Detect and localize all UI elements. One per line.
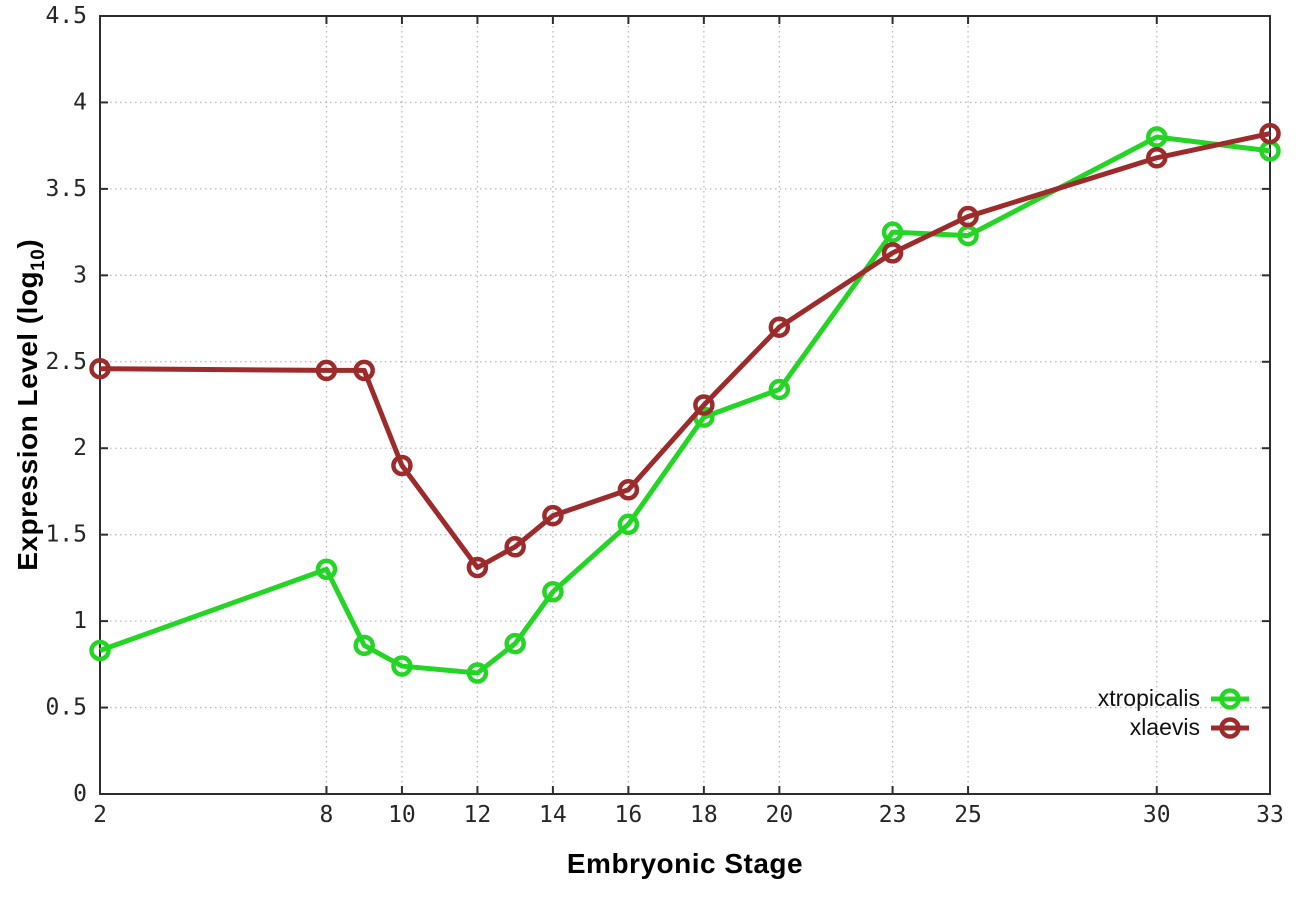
y-tick-label: 4.5	[45, 3, 87, 29]
y-tick-label: 3.5	[45, 176, 87, 202]
x-tick-label: 30	[1143, 802, 1171, 828]
legend-sample-open-circle-icon	[1211, 687, 1249, 710]
y-tick-label: 1	[73, 608, 87, 634]
y-tick-label: 0	[73, 781, 87, 807]
x-tick-label: 25	[954, 802, 982, 828]
y-tick-label: 2.5	[45, 349, 87, 375]
x-tick-label: 10	[388, 802, 416, 828]
x-tick-label: 23	[879, 802, 907, 828]
x-tick-label: 2	[93, 802, 107, 828]
y-tick-label: 4	[73, 89, 87, 115]
y-tick-label: 1.5	[45, 522, 87, 548]
x-tick-label: 33	[1256, 802, 1284, 828]
legend-label-0: xtropicalis	[1097, 685, 1200, 711]
y-tick-label: 0.5	[45, 695, 87, 721]
x-tick-label: 20	[766, 802, 794, 828]
x-tick-label: 18	[690, 802, 718, 828]
x-tick-label: 16	[615, 802, 643, 828]
legend-item-0: xtropicalis	[1098, 684, 1250, 713]
chart-legend: xtropicalis xlaevis	[1098, 684, 1250, 742]
x-tick-label: 12	[464, 802, 492, 828]
x-axis-label: Embryonic Stage	[566, 848, 804, 879]
legend-label-1: xlaevis	[1129, 714, 1200, 740]
x-tick-label: 14	[539, 802, 567, 828]
y-tick-label: 3	[73, 262, 87, 288]
x-tick-label: 8	[320, 802, 334, 828]
legend-item-1: xlaevis	[1098, 713, 1250, 742]
y-tick-label: 2	[73, 435, 87, 461]
legend-sample-open-circle-icon	[1211, 716, 1249, 739]
